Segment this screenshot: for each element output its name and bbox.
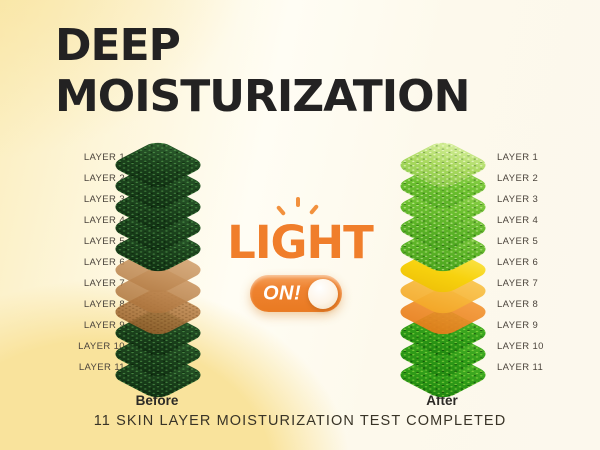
before-skin-stack [107, 138, 209, 403]
layer-label: LAYER 6 [83, 257, 125, 268]
after-skin-stack [392, 138, 494, 403]
page-title-line1: DEEP [55, 20, 181, 71]
shine-ray-middle [296, 197, 300, 207]
skin-layer [392, 138, 494, 191]
layer-label: LAYER 5 [497, 236, 539, 247]
toggle-knob [308, 278, 338, 309]
layer-label: LAYER 1 [497, 152, 539, 163]
skin-layer-face [393, 138, 493, 191]
layer-label: LAYER 10 [497, 341, 544, 352]
shine-rays-icon [275, 196, 320, 220]
layer-label: LAYER 8 [497, 299, 539, 310]
layer-label: LAYER 2 [83, 173, 125, 184]
tagline: 11 SKIN LAYER MOISTURIZATION TEST COMPLE… [93, 413, 507, 429]
layer-label: LAYER 4 [83, 215, 125, 226]
layer-label: LAYER 1 [83, 152, 125, 163]
layer-label: LAYER 3 [497, 194, 539, 205]
before-caption: Before [135, 393, 179, 408]
layer-label: LAYER 8 [83, 299, 125, 310]
light-on-toggle[interactable]: ON! [250, 275, 342, 312]
toggle-state-label: ON! [263, 282, 302, 304]
layer-label: LAYER 4 [497, 215, 539, 226]
layer-label: LAYER 2 [497, 173, 539, 184]
page-title: DEEP MOISTURIZATION [55, 20, 470, 122]
page-title-line2: MOISTURIZATION [55, 71, 470, 122]
layer-label: LAYER 11 [78, 362, 125, 373]
layer-label: LAYER 9 [497, 320, 539, 331]
layer-label: LAYER 10 [78, 341, 125, 352]
layer-label: LAYER 3 [83, 194, 125, 205]
layer-label: LAYER 9 [83, 320, 125, 331]
layer-labels-right: LAYER 1 LAYER 2 LAYER 3 LAYER 4 LAYER 5 LAYER… [497, 147, 587, 378]
shine-ray-right [308, 204, 320, 215]
layer-label: LAYER 11 [497, 362, 544, 373]
skin-layer [107, 138, 209, 191]
layer-label: LAYER 6 [497, 257, 539, 268]
layer-label: LAYER 7 [83, 278, 125, 289]
after-caption: After [426, 393, 458, 408]
light-label: LIGHT [227, 216, 374, 269]
layer-labels-left: LAYER 1 LAYER 2 LAYER 3 LAYER 4 LAYER 5 LAYER… [40, 147, 125, 378]
layer-label: LAYER 7 [497, 278, 539, 289]
skin-layer-face [108, 138, 208, 191]
layer-label: LAYER 5 [83, 236, 125, 247]
shine-ray-left [275, 205, 287, 216]
